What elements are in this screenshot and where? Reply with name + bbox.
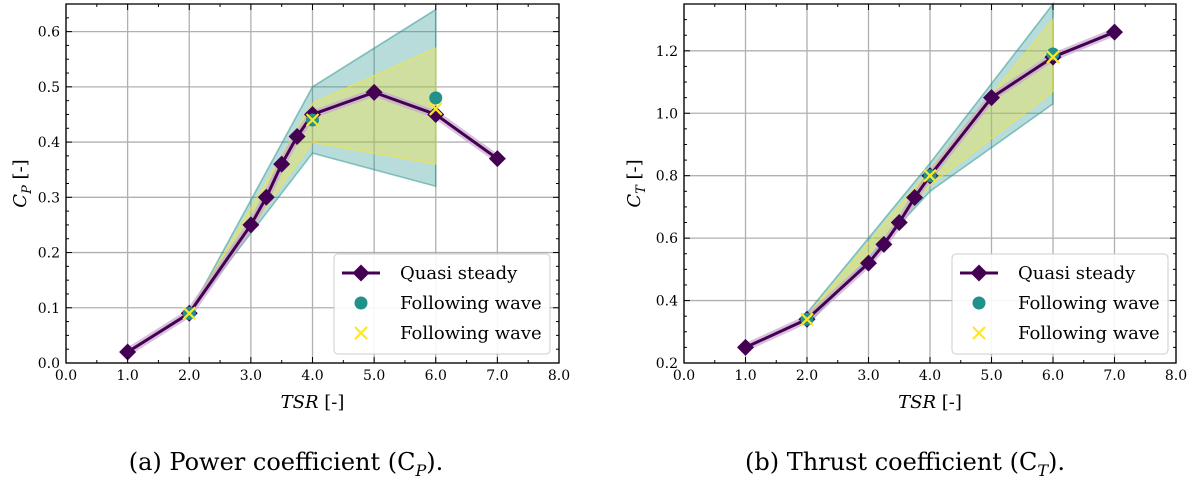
- data-point-diamond-0-0: [737, 338, 754, 356]
- series-line-0: [126, 90, 499, 354]
- y-axis-label: CP [-]: [10, 159, 35, 207]
- x-tick-label-3: 3.0: [857, 368, 879, 384]
- x-tick-label-7: 7.0: [486, 368, 508, 384]
- data-point-diamond-0-4: [273, 155, 291, 173]
- x-tick-label-8: 8.0: [1165, 368, 1187, 384]
- data-point-cross-2-1: [305, 113, 320, 127]
- legend-label-2: Following wave: [400, 323, 542, 344]
- legend-label-2: Following wave: [1018, 323, 1160, 344]
- x-tick-label-0: 0.0: [55, 368, 77, 384]
- caption-subscript: T: [1037, 461, 1049, 480]
- data-point-diamond-0-7: [983, 89, 1000, 107]
- y-axis-label-subscript: T: [634, 184, 649, 194]
- caption-text: (b) Thrust coefficient (C: [745, 448, 1037, 476]
- data-point-cross-2-0: [182, 306, 197, 321]
- y-tick-label-5: 1.2: [656, 44, 678, 60]
- x-axis-label-unit: [-]: [319, 392, 345, 413]
- series-line-0: [744, 30, 1116, 349]
- legend-box: [951, 253, 1169, 355]
- legend-marker-circle-1: [354, 296, 368, 310]
- y-tick-label-2: 0.6: [656, 231, 678, 247]
- legend-label-0: Quasi steady: [1018, 263, 1136, 284]
- y-axis-label: CT [-]: [624, 159, 649, 207]
- y-tick-label-3: 0.3: [38, 190, 60, 206]
- x-axis-label-symbol: TSR: [281, 392, 319, 413]
- data-point-diamond-0-0: [119, 343, 137, 361]
- data-point-cross-2-0: [800, 312, 814, 327]
- legend-marker-cross-2: [972, 326, 986, 340]
- legend-label-0: Quasi steady: [400, 263, 518, 284]
- data-point-diamond-0-5: [288, 128, 306, 146]
- y-axis-label-subscript: P: [20, 185, 35, 195]
- data-point-cross-2-2: [1046, 50, 1060, 64]
- x-tick-label-2: 2.0: [178, 368, 200, 384]
- y-axis-label-symbol: C: [624, 194, 645, 208]
- x-tick-label-8: 8.0: [548, 368, 570, 384]
- legend: Quasi steady Following wave Following wave: [951, 253, 1169, 355]
- legend-marker-diamond-0: [352, 264, 370, 282]
- legend-marker-circle-1: [972, 296, 986, 310]
- data-point-circle-1-2: [1046, 47, 1060, 61]
- y-tick-label-4: 0.4: [38, 135, 60, 151]
- x-tick-label-1: 1.0: [734, 368, 756, 384]
- caption-subscript: P: [414, 461, 426, 480]
- x-tick-label-6: 6.0: [425, 368, 447, 384]
- data-point-diamond-0-5: [906, 189, 924, 207]
- x-tick-label-5: 5.0: [363, 368, 385, 384]
- data-point-diamond-0-9: [488, 150, 506, 168]
- data-point-diamond-0-8: [427, 105, 445, 123]
- figure-caption: (a) Power coefficient (CP).: [129, 448, 444, 480]
- x-tick-label-5: 5.0: [980, 368, 1002, 384]
- figure-caption: (b) Thrust coefficient (CT).: [745, 448, 1065, 480]
- legend-label-1: Following wave: [1018, 293, 1160, 314]
- legend-label-1: Following wave: [400, 293, 542, 314]
- data-point-diamond-0-3: [875, 235, 893, 253]
- legend-box: [333, 253, 551, 355]
- caption-end: ).: [1048, 448, 1065, 476]
- x-tick-label-4: 4.0: [301, 368, 323, 384]
- caption-text: (a) Power coefficient (C: [129, 448, 416, 476]
- data-point-cross-2-2: [428, 102, 443, 116]
- x-tick-label-0: 0.0: [673, 368, 695, 384]
- x-tick-label-6: 6.0: [1042, 368, 1064, 384]
- legend: Quasi steady Following wave Following wave: [333, 253, 551, 355]
- data-point-diamond-0-4: [890, 214, 908, 232]
- data-point-diamond-0-7: [365, 83, 383, 101]
- panel-power-coefficient: 0.0 1.0 2.0 3.0 4.0 5.0 6.0 7.0 8.0 0.0 0.1 0.2 0.3 0…: [10, 3, 570, 480]
- data-point-cross-2-1: [923, 168, 937, 183]
- x-tick-label-2: 2.0: [796, 368, 818, 384]
- x-axis-label: TSR [-]: [898, 392, 962, 413]
- data-point-diamond-0-9: [1106, 23, 1123, 41]
- y-tick-label-6: 0.6: [38, 25, 60, 41]
- panel-thrust-coefficient: 0.0 1.0 2.0 3.0 4.0 5.0 6.0 7.0 8.0 0.2 0.4 0.6 0.8 1…: [624, 1, 1187, 480]
- data-point-diamond-0-3: [257, 188, 275, 206]
- y-tick-label-4: 1.0: [656, 106, 678, 122]
- data-point-diamond-0-2: [242, 216, 260, 234]
- y-tick-label-1: 0.1: [38, 301, 60, 317]
- legend-marker-diamond-0: [970, 264, 988, 282]
- x-axis-label-symbol: TSR: [898, 392, 936, 413]
- y-axis-label-symbol: C: [10, 194, 31, 208]
- x-tick-label-1: 1.0: [116, 368, 138, 384]
- x-axis-label-unit: [-]: [936, 392, 962, 413]
- y-tick-label-5: 0.5: [38, 80, 60, 96]
- y-axis-label-unit: [-]: [10, 159, 31, 185]
- y-axis-label-unit: [-]: [624, 159, 645, 185]
- data-point-circle-1-2: [429, 91, 443, 105]
- x-axis-label: TSR [-]: [281, 392, 345, 413]
- x-tick-label-7: 7.0: [1103, 368, 1125, 384]
- y-tick-label-1: 0.4: [656, 294, 678, 310]
- legend-marker-cross-2: [354, 326, 368, 340]
- x-tick-label-4: 4.0: [919, 368, 941, 384]
- data-point-diamond-0-2: [860, 254, 877, 272]
- y-tick-label-2: 0.2: [38, 246, 60, 262]
- y-tick-label-3: 0.8: [656, 169, 678, 185]
- x-tick-label-3: 3.0: [240, 368, 262, 384]
- y-tick-label-0: 0.0: [38, 356, 60, 372]
- y-tick-label-0: 0.2: [656, 356, 678, 372]
- caption-end: ).: [426, 448, 443, 476]
